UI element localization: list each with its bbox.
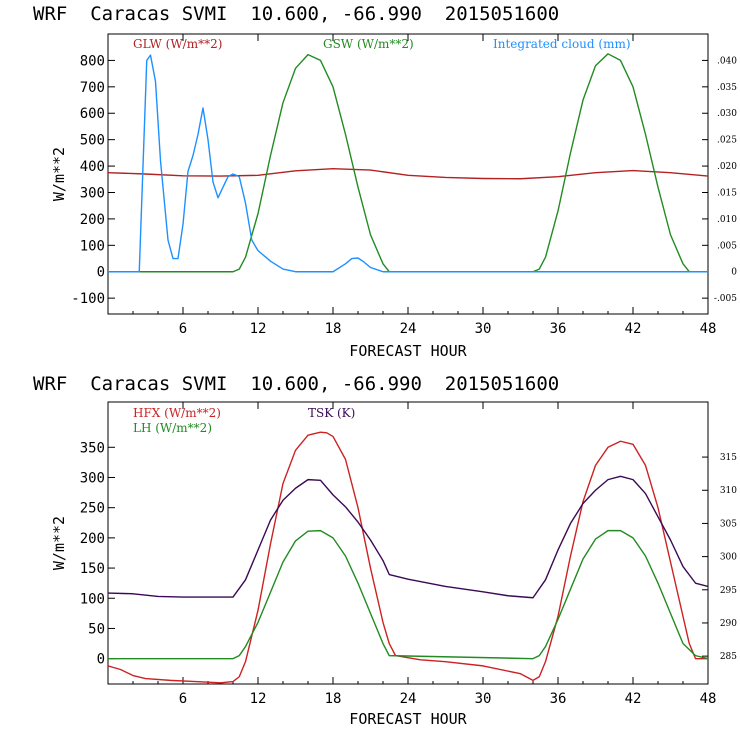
panel-bottom-y2-tick-label: 315 — [720, 453, 737, 463]
panel-top-y-tick-label: 600 — [80, 106, 105, 122]
panel-top-y-tick-label: 200 — [80, 212, 105, 228]
panel-top-legend-glw: GLW (W/m**2) — [133, 37, 222, 51]
panel-top-legend-gsw: GSW (W/m**2) — [323, 37, 414, 51]
panel-top-x-tick-label: 36 — [550, 321, 567, 337]
panel-top-y-tick-label: 0 — [97, 265, 105, 281]
panel-bottom-x-tick-label: 6 — [179, 691, 187, 707]
panel-top-y2-tick-label: .035 — [717, 83, 737, 93]
panel-bottom-y-tick-label: 50 — [88, 621, 105, 637]
panel-bottom-y2-tick-label: 310 — [720, 486, 737, 496]
panel-bottom-y2-ticks: 285 290 295 300 305 310 315 — [702, 453, 737, 662]
panel-top-title: WRF Caracas SVMI 10.600, -66.990 2015051… — [33, 3, 559, 25]
panel-top-y-tick-label: 500 — [80, 133, 105, 149]
panel-bottom-y-tick-label: 0 — [97, 652, 105, 668]
panel-bottom-x-tick-label: 36 — [550, 691, 567, 707]
panel-bottom-y-tick-label: 250 — [80, 501, 105, 517]
panel-top-y-tick-label: 700 — [80, 80, 105, 96]
panel-top-y2-tick-label: .010 — [717, 215, 737, 225]
panel-top-x-ticks: 6 12 18 24 30 36 42 48 — [132, 34, 717, 337]
panel-bottom-plot-frame — [107, 401, 709, 685]
panel-top-y2-tick-label: .015 — [717, 188, 737, 198]
panel-bottom: WRF Caracas SVMI 10.600, -66.990 2015051… — [33, 373, 737, 728]
panel-top-x-axis-label: FORECAST HOUR — [349, 342, 467, 360]
panel-bottom-y-tick-label: 100 — [80, 591, 105, 607]
panel-top-x-tick-label: 12 — [250, 321, 267, 337]
panel-top-y2-ticks: -.005 0 .005 .010 .015 .020 .025 .030 .035 .040 — [702, 56, 737, 304]
panel-top-series — [108, 53, 708, 273]
panel-bottom-series-line-hfx-w-m-2 — [108, 431, 708, 684]
panel-top-y-tick-label: 400 — [80, 159, 105, 175]
panel-top-y2-tick-label: -.005 — [714, 294, 737, 304]
panel-top-x-tick-label: 42 — [625, 321, 642, 337]
panel-bottom-x-axis-label: FORECAST HOUR — [349, 710, 467, 728]
panel-top-y2-tick-label: 0 — [731, 268, 737, 278]
panel-top-legend-cloud: Integrated cloud (mm) — [493, 37, 631, 51]
panel-bottom-x-tick-label: 12 — [250, 691, 267, 707]
panel-bottom-x-tick-label: 48 — [700, 691, 717, 707]
panel-top-y-tick-label: 100 — [80, 238, 105, 254]
panel-top-y-tick-label: 300 — [80, 185, 105, 201]
panel-bottom-y-ticks: 0 50 100 150 200 250 300 350 — [80, 440, 115, 668]
panel-bottom-y-tick-label: 300 — [80, 470, 105, 486]
panel-bottom-series — [108, 431, 708, 684]
panel-bottom-y-tick-label: 150 — [80, 561, 105, 577]
panel-bottom-y-tick-label: 350 — [80, 440, 105, 456]
panel-bottom-title: WRF Caracas SVMI 10.600, -66.990 2015051… — [33, 373, 559, 395]
panel-top-x-tick-label: 48 — [700, 321, 717, 337]
panel-bottom-series-line-lh-w-m-2 — [108, 529, 708, 660]
panel-bottom-y2-tick-label: 285 — [720, 652, 737, 662]
panel-bottom-x-tick-label: 24 — [400, 691, 417, 707]
panel-bottom-y-tick-label: 200 — [80, 531, 105, 547]
panel-bottom-y-axis-label: W/m**2 — [50, 516, 68, 570]
panel-top-x-tick-label: 18 — [325, 321, 342, 337]
panel-bottom-legend-tsk: TSK (K) — [308, 406, 355, 420]
panel-top-series-line-glw-w-m-2 — [108, 168, 708, 180]
panel-bottom-y2-tick-label: 295 — [720, 586, 737, 596]
panel-top-series-line-gsw-w-m-2 — [108, 53, 708, 273]
panel-top-y2-tick-label: .030 — [717, 109, 737, 119]
panel-top-y2-tick-label: .005 — [717, 241, 737, 251]
panel-bottom-x-ticks: 6 12 18 24 30 36 42 48 — [132, 402, 717, 707]
panel-bottom-x-tick-label: 18 — [325, 691, 342, 707]
panel-top-y-ticks: -100 0 100 200 300 400 500 600 700 800 — [71, 53, 115, 307]
panel-top-x-tick-label: 24 — [400, 321, 417, 337]
panel-bottom-y2-tick-label: 300 — [720, 553, 737, 563]
panel-top-y2-tick-label: .025 — [717, 136, 737, 146]
panel-top-y-tick-label: 800 — [80, 53, 105, 69]
panel-top: WRF Caracas SVMI 10.600, -66.990 2015051… — [33, 3, 737, 360]
panel-top-y2-tick-label: .040 — [717, 56, 737, 66]
panel-bottom-legend-hfx: HFX (W/m**2) — [133, 406, 221, 420]
panel-bottom-series-line-tsk-k — [108, 475, 708, 599]
panel-bottom-x-tick-label: 42 — [625, 691, 642, 707]
panel-top-series-line-integrated-cloud-mm — [108, 54, 708, 273]
panel-top-y2-tick-label: .020 — [717, 162, 737, 172]
panel-bottom-x-tick-label: 30 — [475, 691, 492, 707]
panel-bottom-legend-lh: LH (W/m**2) — [133, 421, 212, 435]
panel-bottom-y2-tick-label: 305 — [720, 519, 737, 529]
panel-bottom-y2-tick-label: 290 — [720, 619, 737, 629]
panel-top-x-tick-label: 6 — [179, 321, 187, 337]
panel-top-x-tick-label: 30 — [475, 321, 492, 337]
panel-top-y-axis-label: W/m**2 — [50, 147, 68, 201]
panel-top-y-tick-label: -100 — [71, 291, 105, 307]
